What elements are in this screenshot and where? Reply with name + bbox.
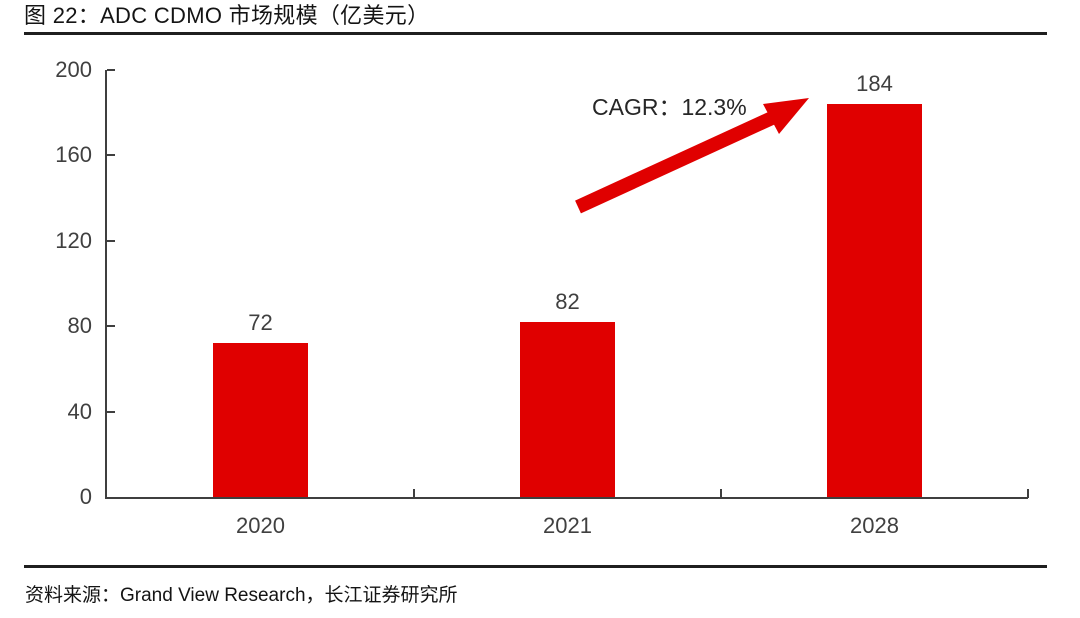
- x-tick-mark: [1027, 489, 1029, 498]
- y-tick-label: 80: [67, 313, 92, 339]
- bar-value-label: 72: [248, 310, 273, 336]
- title-divider: [24, 32, 1047, 35]
- y-tick-label: 40: [67, 398, 92, 424]
- y-axis-line: [105, 70, 107, 499]
- y-tick-mark: [107, 154, 115, 157]
- x-tick-label: 2021: [543, 513, 592, 538]
- bar-value-label: 82: [555, 288, 580, 314]
- y-tick-label: 160: [55, 142, 92, 168]
- cagr-annotation: CAGR：12.3%: [592, 94, 747, 120]
- x-tick-mark: [720, 489, 722, 498]
- cagr-arrow-icon: [575, 98, 809, 214]
- y-tick-label: 120: [55, 227, 92, 253]
- bar-2028: [827, 104, 922, 497]
- y-tick-mark: [107, 239, 115, 242]
- x-tick-label: 2028: [850, 513, 899, 538]
- y-tick-mark: [107, 325, 115, 328]
- bar-2020: [213, 343, 308, 497]
- x-tick-label: 2020: [236, 513, 285, 538]
- bar-value-label: 184: [856, 71, 893, 97]
- y-tick-mark: [107, 69, 115, 71]
- x-axis-line: [105, 497, 1028, 499]
- bar-2021: [520, 321, 615, 497]
- source-note: 资料来源：Grand View Research，长江证券研究所: [25, 585, 458, 606]
- footer-divider: [24, 565, 1047, 568]
- x-tick-mark: [413, 489, 415, 498]
- y-tick-label: 200: [55, 57, 92, 82]
- y-tick-mark: [107, 410, 115, 413]
- y-tick-label: 0: [79, 484, 92, 509]
- figure-title: 图 22：ADC CDMO 市场规模（亿美元）: [24, 3, 430, 28]
